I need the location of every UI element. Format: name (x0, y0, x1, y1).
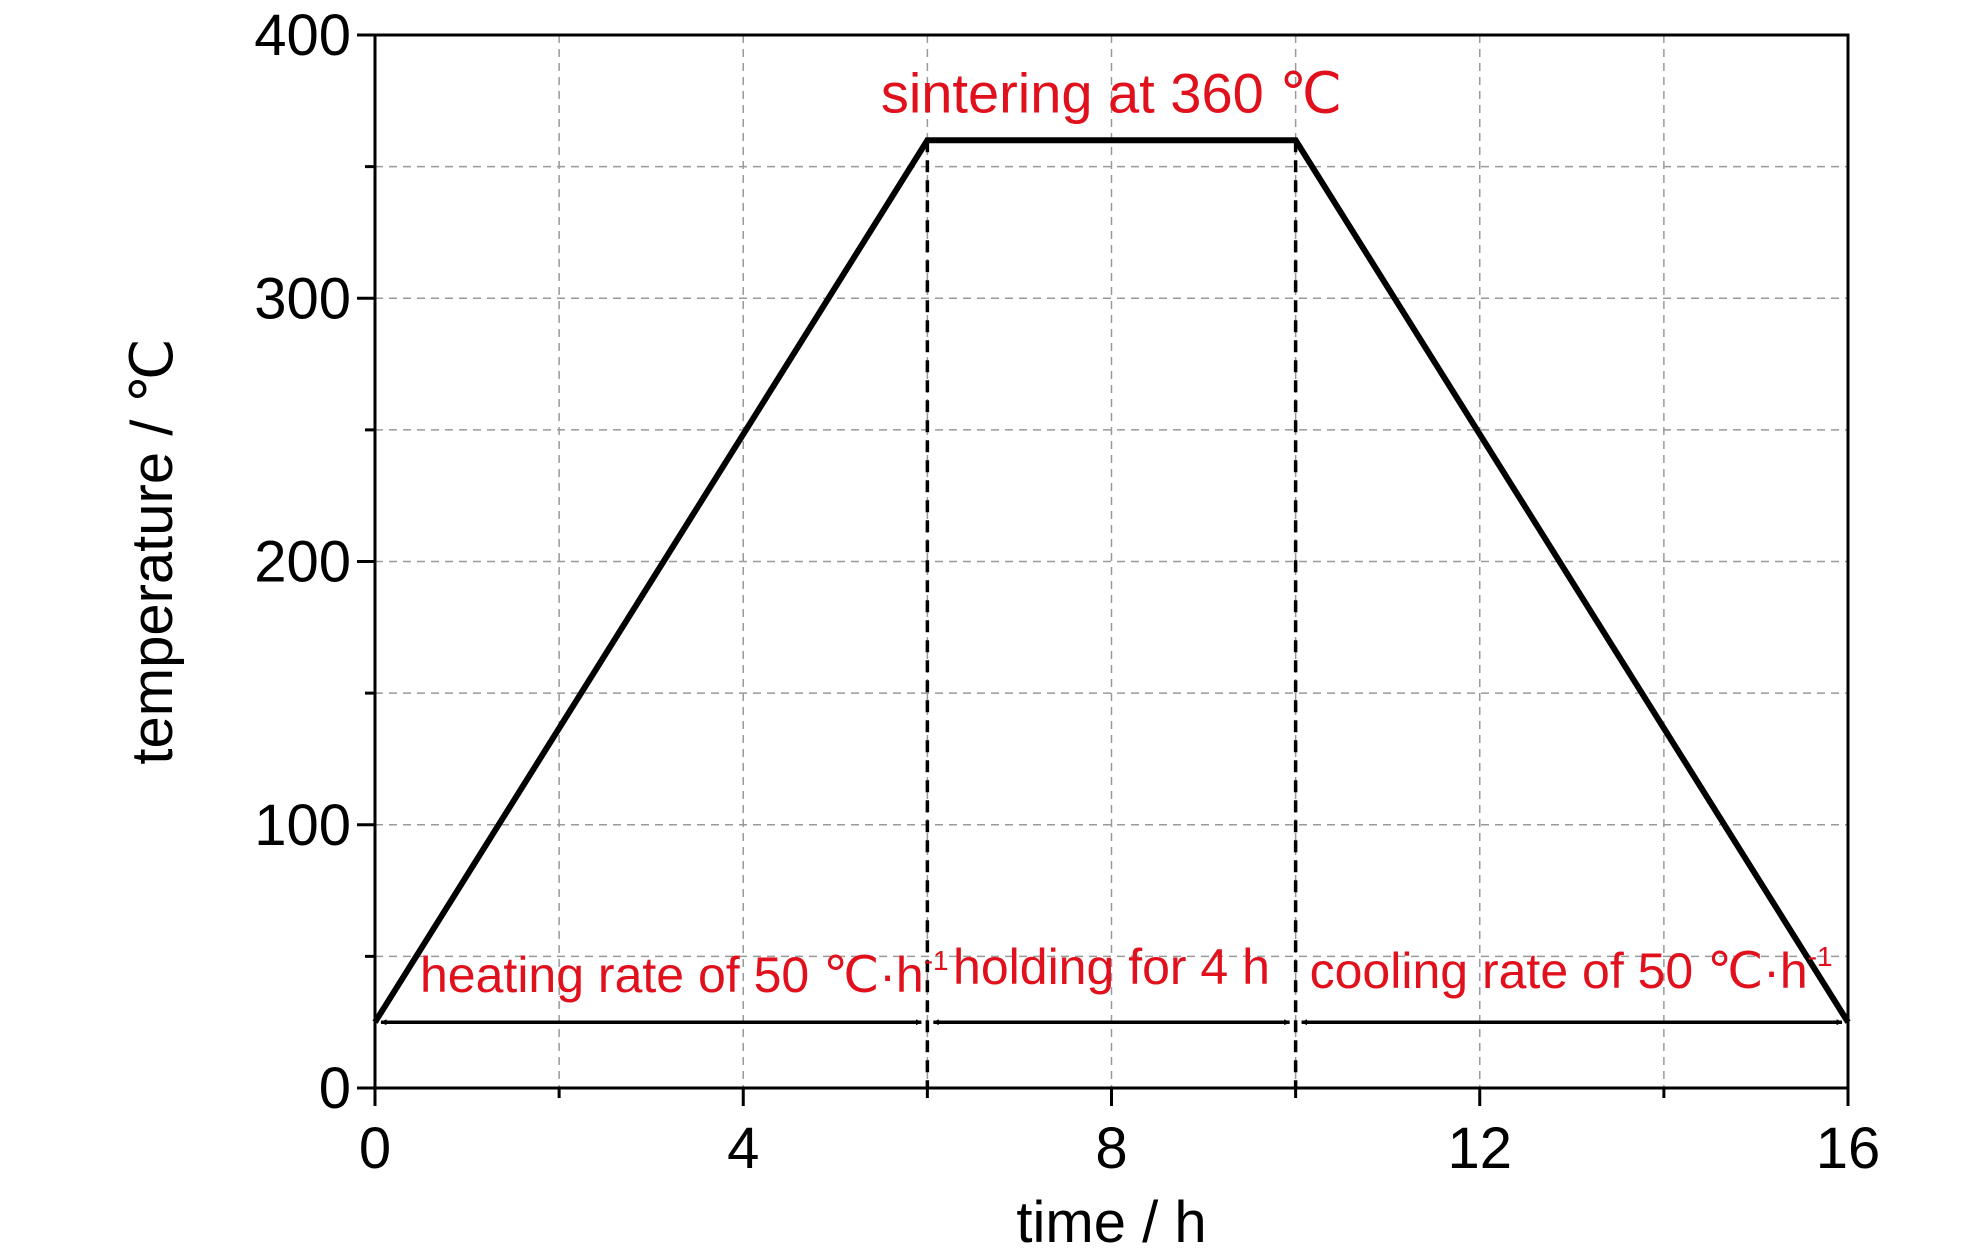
heating-rate-superscript: -1 (924, 945, 949, 976)
x-tick-label: 8 (1095, 1116, 1127, 1181)
cooling-rate-superscript: -1 (1808, 941, 1833, 972)
x-tick-label: 0 (359, 1116, 391, 1181)
tick-labels: 0 4 8 12 16 0 100 200 300 400 (254, 3, 1880, 1181)
y-tick-label: 0 (319, 1056, 351, 1121)
x-tick-label: 4 (727, 1116, 759, 1181)
grid-lines (375, 35, 1848, 1088)
x-axis-title: time / h (1016, 1190, 1206, 1252)
heating-rate-annotation: heating rate of 50 ℃·h-1 (420, 945, 949, 1003)
y-tick-label: 300 (254, 266, 351, 331)
sintering-annotation: sintering at 360 ℃ (881, 61, 1342, 124)
x-tick-label: 16 (1816, 1116, 1881, 1181)
cooling-rate-annotation: cooling rate of 50 ℃·h-1 (1310, 941, 1833, 999)
series-layer (372, 137, 1851, 1024)
y-axis-title: temperature / ℃ (120, 338, 185, 764)
holding-annotation: holding for 4 h (953, 939, 1270, 995)
axis-ticks (357, 33, 1850, 1106)
stage-boundary-lines (925, 140, 1298, 1088)
y-tick-label: 400 (254, 3, 351, 68)
temperature-profile-line (372, 137, 1851, 1024)
cooling-rate-text: cooling rate of 50 ℃·h (1310, 943, 1808, 999)
y-tick-label: 200 (254, 530, 351, 595)
heating-rate-text: heating rate of 50 ℃·h (420, 947, 924, 1003)
y-tick-label: 100 (254, 793, 351, 858)
x-tick-label: 12 (1447, 1116, 1512, 1181)
